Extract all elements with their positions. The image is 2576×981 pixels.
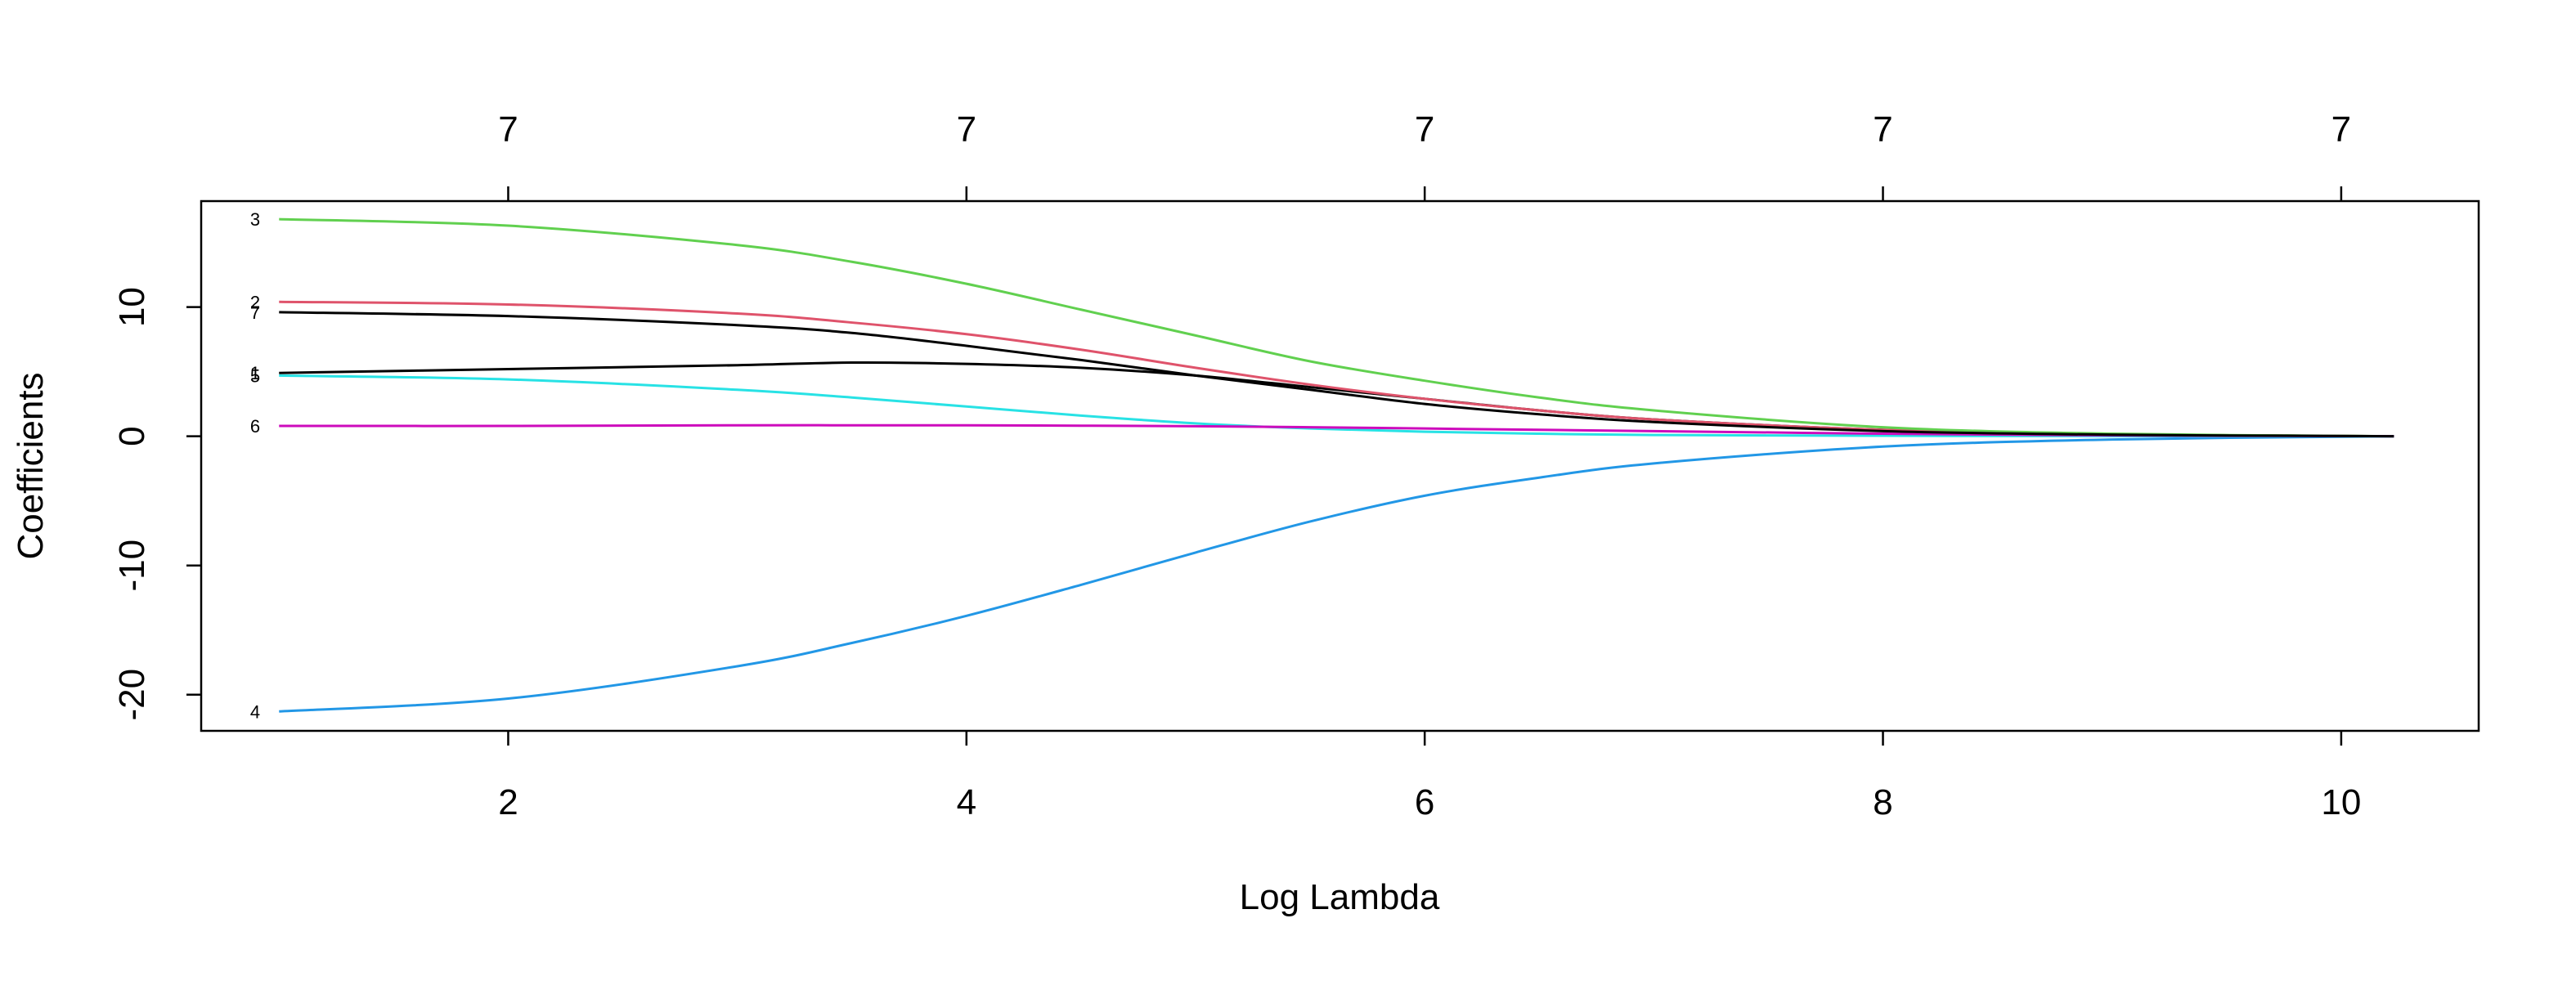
top-tick-label: 7 [1873, 110, 1892, 150]
series-labels: 3 27 15 6 4 [250, 209, 260, 722]
top-tick-label: 7 [957, 110, 976, 150]
series-line-3 [279, 217, 2394, 438]
y-tick-label: -10 [112, 540, 152, 592]
x-tick-label: 6 [1415, 782, 1434, 822]
y-axis-left: -20 -10 0 10 [112, 287, 201, 721]
x-axis-bottom: 2 4 6 8 10 [498, 731, 2361, 822]
series-end-label: 2 [250, 292, 260, 312]
x-tick-label: 10 [2321, 782, 2361, 822]
top-tick-label: 7 [498, 110, 518, 150]
series-end-label: 4 [250, 701, 260, 722]
x-tick-label: 8 [1873, 782, 1892, 822]
series-end-label: 3 [250, 209, 260, 230]
series-end-label: 6 [250, 416, 260, 437]
top-tick-label: 7 [2331, 110, 2351, 150]
series-line-4 [279, 435, 2394, 713]
x-axis-title: Log Lambda [1240, 877, 1440, 917]
series-line-6 [279, 423, 2394, 438]
y-axis-title: Coefficients [11, 372, 51, 559]
series-end-label: 5 [250, 365, 260, 386]
top-tick-label: 7 [1415, 110, 1434, 150]
x-tick-label: 4 [957, 782, 976, 822]
series-line-7 [279, 311, 2394, 438]
plot-frame [200, 199, 2480, 732]
series-curves [279, 217, 2394, 713]
y-tick-label: 0 [112, 426, 152, 446]
series-end-label: 7 [250, 302, 260, 323]
x-axis-top: 7 7 7 7 7 [498, 110, 2351, 201]
y-tick-label: 10 [112, 287, 152, 327]
y-tick-label: -20 [112, 669, 152, 721]
series-end-label: 1 [250, 363, 260, 383]
series-line-2 [279, 300, 2394, 438]
x-tick-label: 2 [498, 782, 518, 822]
